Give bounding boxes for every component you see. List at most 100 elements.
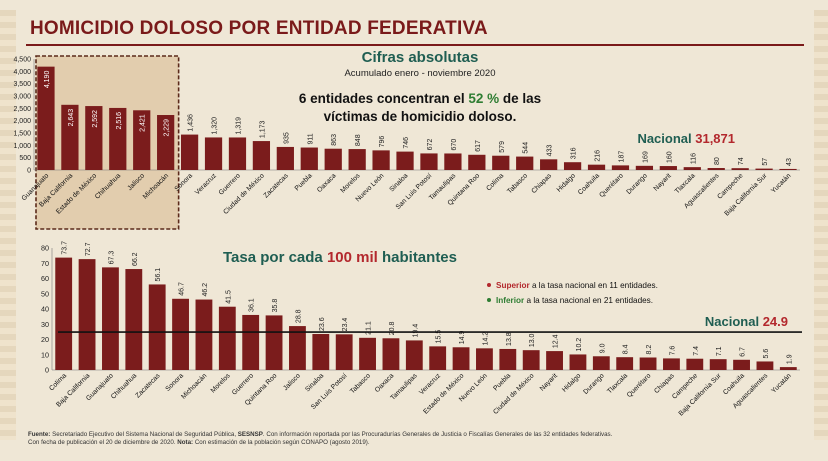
chart2-value-label: 13.8	[506, 332, 513, 346]
chart1-bar	[396, 151, 414, 170]
chart2-value-label: 46.7	[179, 282, 186, 296]
chart2-category-label: Sinaloa	[304, 372, 325, 393]
chart1-category-label: Tlaxcala	[674, 172, 697, 195]
chart2-bar	[592, 356, 610, 370]
chart2-value-label: 14.9	[459, 331, 466, 345]
chart2-bar	[616, 357, 634, 370]
chart2-value-label: 1.9	[786, 354, 793, 364]
legend-superior-text: a la tasa nacional en 11 entidades.	[530, 281, 658, 290]
chart2-value-label: 19.4	[412, 324, 419, 338]
annotation-percent: 52 %	[468, 91, 499, 106]
footer-fuente-label: Fuente:	[28, 431, 51, 438]
chart1-annotation-line2: víctimas de homicidio doloso.	[324, 109, 517, 124]
chart2-ytick-label: 0	[45, 366, 49, 375]
chart1-national-label: Nacional 31,871	[637, 131, 735, 146]
chart2-ytick-label: 30	[41, 320, 49, 329]
chart2-category-label: Puebla	[492, 372, 512, 392]
legend-superior: Superior a la tasa nacional en 11 entida…	[496, 281, 658, 290]
chart2-category-label: Hidalgo	[561, 372, 582, 393]
chart1-value-label: 911	[307, 133, 314, 144]
chart2-value-label: 72.7	[85, 242, 92, 256]
chart2-bar	[476, 348, 493, 370]
chart2-value-label: 8.2	[646, 345, 653, 355]
chart1-category-label: Sinaloa	[388, 172, 409, 193]
chart1-value-label: 1,436	[188, 114, 195, 132]
chart1-category-label: Querétaro	[598, 172, 625, 199]
chart2-ytick-label: 40	[41, 305, 49, 314]
chart2-title-b: 100 mil	[327, 249, 378, 266]
chart2-category-label: Zacatecas	[134, 372, 162, 400]
chart2-bar	[172, 298, 189, 370]
chart1-bar	[252, 141, 271, 170]
chart2-bar	[499, 348, 517, 370]
annotation-text-b: de las	[499, 91, 541, 106]
chart1-value-label: 2,421	[140, 114, 147, 132]
chart2-value-label: 20.8	[389, 322, 396, 336]
chart1-value-label: 579	[499, 141, 506, 153]
chart2-value-label: 66.2	[132, 252, 139, 266]
chart1-ytick-label: 2,500	[13, 106, 31, 113]
chart1-bar	[85, 106, 103, 170]
chart2-category-label: Jalisco	[282, 372, 302, 392]
chart1-value-label: 544	[523, 142, 530, 154]
chart1-bar	[611, 165, 630, 170]
legend-inferior-marker	[487, 298, 491, 302]
chart1-bar	[300, 147, 318, 170]
chart1-value-label: 935	[283, 132, 290, 144]
footer-fuente-text-a: Secretariado Ejecutivo del Sistema Nacio…	[50, 431, 238, 438]
chart2-bar	[125, 269, 143, 370]
chart2-bar	[148, 284, 166, 370]
footer-fuente-bold: SESNSP	[237, 431, 263, 438]
chart1-ytick-label: 3,000	[13, 94, 31, 101]
legend-inferior-bold: Inferior	[496, 296, 525, 305]
chart2-value-label: 7.6	[669, 346, 676, 356]
chart1-value-label: 672	[427, 139, 434, 151]
chart1-value-label: 80	[714, 157, 721, 165]
chart1-category-label: Oaxaca	[316, 172, 338, 194]
chart2-value-label: 35.8	[272, 299, 279, 313]
chart1-bar	[635, 165, 654, 170]
chart1-ytick-label: 3,500	[13, 81, 31, 88]
chart1-value-label: 433	[547, 145, 554, 157]
chart2-category-label: Morelos	[210, 372, 232, 394]
chart1-highlight-box	[35, 55, 180, 230]
chart1-category-label: Veracruz	[194, 172, 218, 196]
chart1-bar	[587, 164, 606, 170]
chart2-category-label: Coahuila	[722, 372, 746, 396]
right-ornament	[814, 10, 828, 440]
chart2-value-label: 28.8	[295, 309, 302, 323]
chart2-bar	[265, 315, 283, 370]
chart2-value-label: 10.2	[576, 338, 583, 352]
chart1-bar	[133, 110, 151, 170]
chart1-bar	[228, 137, 247, 170]
chart1-value-label: 57	[762, 158, 769, 166]
chart2-bar	[686, 358, 704, 370]
chart1-value-label: 316	[571, 147, 578, 159]
chart1-bar	[707, 168, 725, 170]
chart2-value-label: 12.4	[553, 334, 560, 348]
chart2-value-label: 36.1	[249, 298, 256, 312]
chart2-value-label: 56.1	[155, 268, 162, 282]
chart1-bar	[540, 159, 558, 170]
chart2-category-label: Ciudad de México	[492, 372, 536, 416]
chart1-value-label: 2,592	[92, 110, 99, 128]
chart1-category-label: Coahuila	[577, 172, 601, 196]
chart1-category-label: Colima	[485, 172, 505, 192]
chart1-bar	[204, 137, 223, 170]
chart1-value-label: 2,643	[68, 109, 75, 127]
national-text: Nacional	[637, 131, 695, 146]
chart2-category-label: Tlaxcala	[606, 372, 629, 395]
chart1-bar	[180, 134, 199, 170]
chart2-ytick-label: 80	[41, 244, 49, 253]
chart1-value-label: 2,516	[116, 112, 123, 130]
chart1-value-label: 160	[666, 151, 673, 163]
footer-line-1: Fuente: Secretariado Ejecutivo del Siste…	[28, 431, 808, 439]
chart2-value-label: 9.0	[599, 343, 606, 353]
chart1-value-label: 1,319	[235, 117, 242, 135]
chart2-bar	[312, 334, 330, 370]
chart2-ytick-label: 20	[41, 335, 49, 344]
chart2-category-label: Colima	[48, 372, 68, 392]
annotation-text-a: 6 entidades concentran el	[299, 91, 469, 106]
chart1-bar	[659, 166, 677, 170]
chart2-bar	[452, 347, 470, 370]
